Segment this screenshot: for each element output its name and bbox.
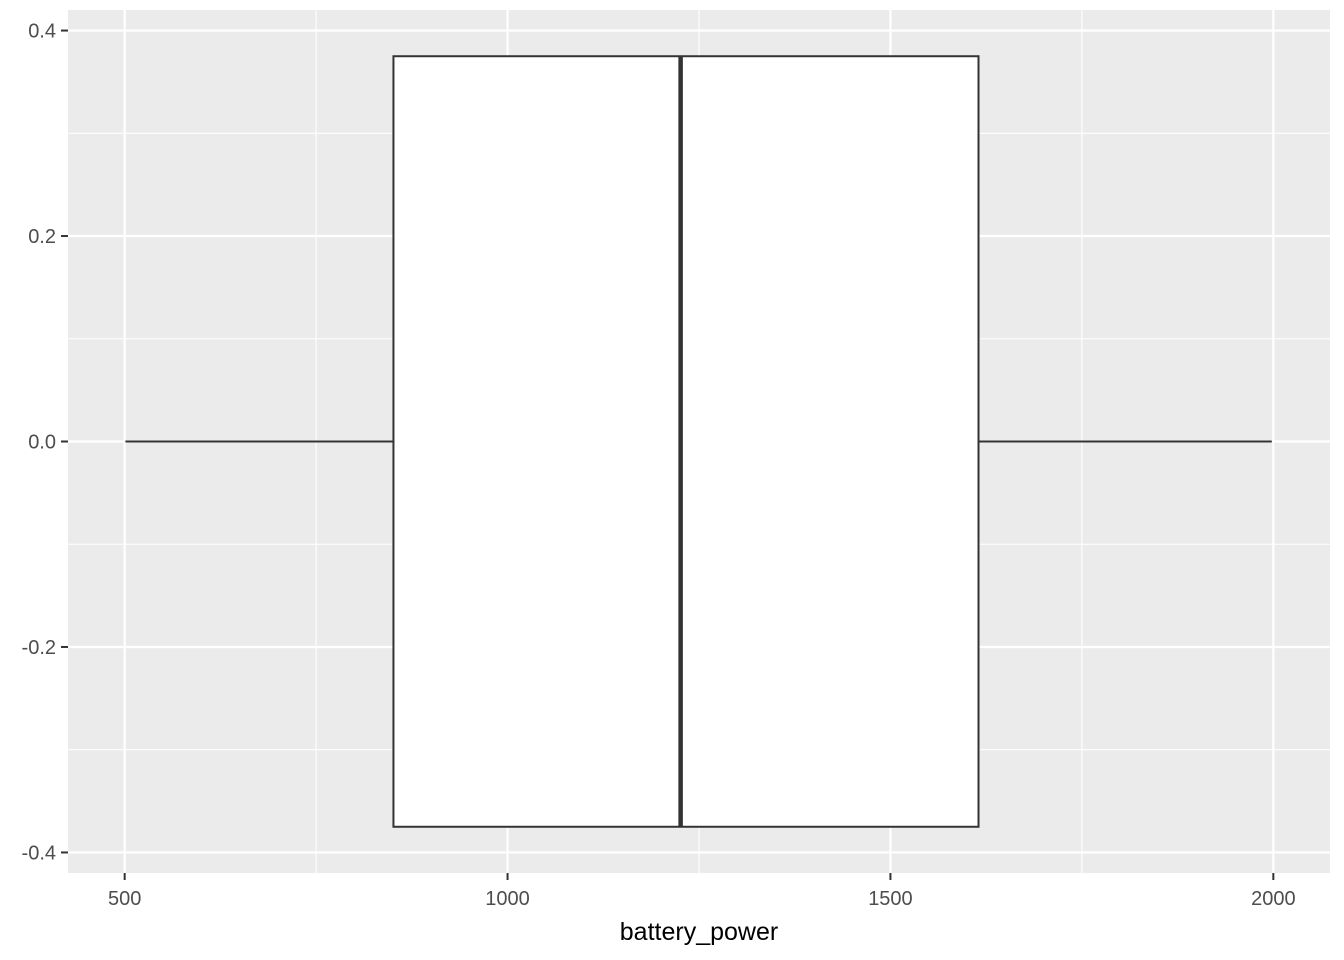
axis-ticks [61, 29, 1275, 880]
x-axis-tick-label: 2000 [1251, 888, 1296, 910]
boxplot [125, 55, 1272, 828]
x-axis-tick-labels: 500 1000 1500 2000 [108, 888, 1296, 910]
interquartile-box [392, 55, 980, 828]
x-axis-tick-label: 1000 [485, 888, 530, 910]
y-axis-tick-label: 0.4 [28, 21, 56, 43]
x-axis-tick-label: 500 [108, 888, 141, 910]
x-axis-title: battery_power [620, 918, 778, 946]
y-axis-tick-label: 0.2 [28, 226, 56, 248]
y-axis-tick-label: -0.2 [22, 637, 56, 659]
y-axis-tick-label: 0.0 [28, 432, 56, 454]
x-axis-tick-label: 1500 [868, 888, 913, 910]
y-axis-tick-label: -0.4 [22, 842, 56, 864]
y-axis-tick-labels: 0.4 0.2 0.0 -0.2 -0.4 [22, 21, 56, 865]
